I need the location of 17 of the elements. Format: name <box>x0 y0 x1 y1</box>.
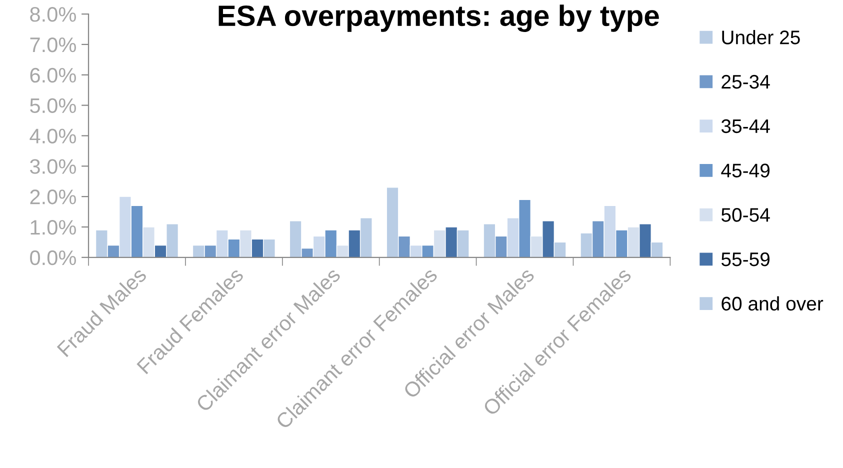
legend-label: Under 25 <box>722 30 800 44</box>
legend-label: 50-54 <box>721 208 770 222</box>
legend-label: 35-44 <box>721 119 770 134</box>
y-tick-label: 2.0% <box>30 190 76 204</box>
y-tick-label: 0.0% <box>30 250 76 266</box>
y-tick-label: 4.0% <box>30 128 76 144</box>
chart-title: ESA overpayments: age by type <box>218 4 659 32</box>
y-tick-label: 8.0% <box>30 7 76 22</box>
y-tick-label: 5.0% <box>30 98 76 114</box>
legend-label: 25-34 <box>722 74 770 89</box>
y-tick-label: 7.0% <box>30 37 76 52</box>
y-tick-label: 1.0% <box>30 220 76 235</box>
legend-label: 45-49 <box>721 164 770 178</box>
y-tick-label: 3.0% <box>30 159 76 174</box>
legend-label: 55-59 <box>721 252 770 266</box>
y-tick-label: 6.0% <box>30 68 76 83</box>
legend-label: 60 and over <box>722 296 824 311</box>
